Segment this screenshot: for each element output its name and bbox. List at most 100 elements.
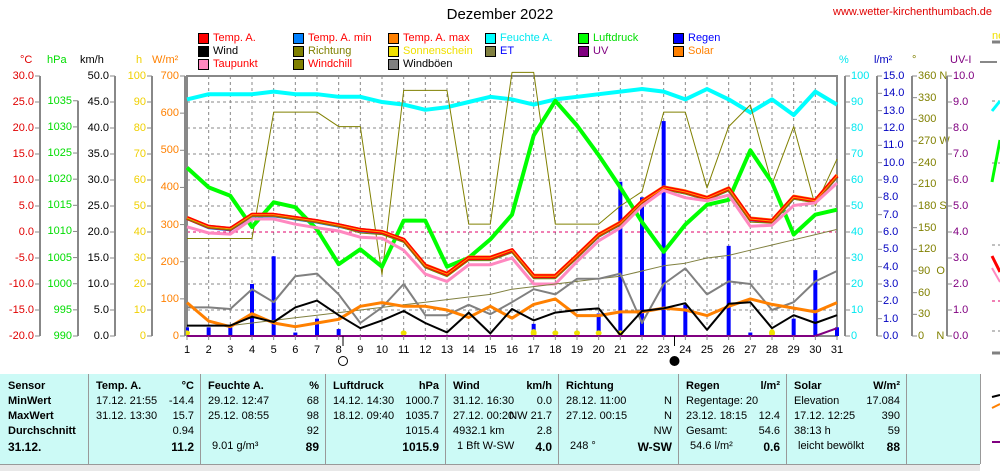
cell-label: 14.12. 14:30 xyxy=(333,395,395,407)
axis-tick-label-solar: 200 xyxy=(160,255,179,268)
legend-item: Windböen xyxy=(388,58,453,70)
axis-tick-label-uv: 8.0 xyxy=(953,122,969,134)
axis-tick-label-uv: 0.0 xyxy=(953,330,969,342)
cell-value: 4.0 xyxy=(535,440,552,454)
axis-tick-label-temp: 30.0 xyxy=(12,70,34,82)
series-line-temp xyxy=(186,175,838,277)
cell-value: 68 xyxy=(306,395,319,407)
cell-label: 54.6 l/m² xyxy=(690,440,733,452)
cell-label: 17.12. 21:55 xyxy=(96,395,158,407)
axis-tick-label-dir: 180 S xyxy=(918,200,947,212)
axis-tick-label-wind: 40.0 xyxy=(87,122,109,134)
series-line-wind xyxy=(187,299,838,336)
cell-value: 89 xyxy=(305,440,319,454)
legend-swatch xyxy=(198,32,209,44)
rain-bar xyxy=(596,313,601,336)
rain-bar xyxy=(336,329,341,336)
axis-unit-solar: W/m² xyxy=(152,54,179,66)
rain-bar xyxy=(228,327,233,336)
axis-unit-wind: km/h xyxy=(80,54,104,66)
axis-tick-label-uv: 9.0 xyxy=(953,96,969,108)
axis-tick-label-wind: 45.0 xyxy=(87,96,109,108)
rain-bar xyxy=(640,197,644,336)
cell-label: 9.01 g/m³ xyxy=(212,440,259,452)
legend-label: Windchill xyxy=(308,58,353,70)
axis-tick-label-hum: 50 xyxy=(851,200,864,212)
axis-tick-label-hum: 90 xyxy=(851,96,864,108)
rain-bar xyxy=(791,318,796,336)
axis-tick-label-dir: 240 xyxy=(918,156,937,169)
axis-tick-label-rain: 14.0 xyxy=(883,87,905,100)
series-line-richtung xyxy=(187,71,838,276)
section-title: Solar xyxy=(794,380,822,392)
table-footer-bar xyxy=(0,464,980,471)
axis-tick-label-uv: 5.0 xyxy=(953,200,969,212)
legend-item: ET xyxy=(485,45,514,57)
axis-tick-label-sun: 40 xyxy=(133,226,146,238)
legend-swatch xyxy=(388,32,399,44)
x-tick-label: 22 xyxy=(636,344,648,356)
series-line-et xyxy=(187,228,838,327)
axis-tick-label-rain: 4.0 xyxy=(883,260,899,273)
series-line-taupunkt xyxy=(186,181,839,286)
legend-swatch xyxy=(578,45,589,57)
axis-tick-label-solar: 500 xyxy=(160,144,179,157)
row-label-max: MaxWert xyxy=(8,410,54,422)
axis-tick-label-press: 1030 xyxy=(47,120,72,133)
row-label-min: MinWert xyxy=(8,395,52,407)
axis-tick-label-solar: 400 xyxy=(160,181,179,194)
axis-tick-label-rain: 0.0 xyxy=(883,330,899,342)
axis-tick-label-solar: 0 xyxy=(172,330,179,342)
section-title: Richtung xyxy=(566,380,614,392)
axis-tick-label-press: 1005 xyxy=(47,251,72,264)
legend-item: UV xyxy=(578,45,608,57)
axis-unit-rain: l/m² xyxy=(874,54,893,66)
axis-unit-press: hPa xyxy=(47,54,67,66)
cell-label: 23.12. 18:15 xyxy=(686,410,748,422)
section-unit: l/m² xyxy=(760,380,780,392)
sunshine-bar xyxy=(400,330,407,336)
cell-value: 98 xyxy=(306,410,319,422)
x-tick-label: 21 xyxy=(614,344,626,356)
x-tick-label: 3 xyxy=(227,344,233,356)
cell-value: 1000.7 xyxy=(405,395,439,407)
axis-tick-label-solar: 100 xyxy=(160,292,179,305)
x-tick-label: 24 xyxy=(679,344,691,356)
axis-tick-label-uv: 10.0 xyxy=(953,70,975,82)
axis-tick-label-sun: 0 xyxy=(139,330,146,342)
full-moon-icon xyxy=(338,356,348,366)
axis-tick-label-dir: 150 xyxy=(918,221,937,234)
axis-tick-label-uv: 3.0 xyxy=(953,252,969,264)
axis-tick-label-dir: 270 W xyxy=(918,135,950,147)
axis-tick-label-uv: 2.0 xyxy=(953,278,969,290)
rain-bar xyxy=(661,121,666,336)
cell-value: N xyxy=(664,410,672,422)
cell-value: 88 xyxy=(886,440,900,454)
summary-table: Sensor MinWert MaxWert Durchschnitt 31.1… xyxy=(0,374,981,464)
x-tick-label: 6 xyxy=(292,344,298,356)
axis-tick-label-wind: 35.0 xyxy=(87,148,109,160)
axis-tick-label-dir: 360 N xyxy=(918,70,948,82)
cell-value: -14.4 xyxy=(168,395,194,407)
x-tick-label: 18 xyxy=(549,344,561,356)
website-link[interactable]: www.wetter-kirchenthumbach.de xyxy=(833,6,992,18)
axis-tick-label-hum: 30 xyxy=(851,252,864,264)
legend-label: Regen xyxy=(688,32,721,44)
section-unit: hPa xyxy=(418,380,439,392)
chart-title: Dezember 2022 xyxy=(446,6,554,23)
legend-swatch xyxy=(485,45,496,57)
rain-bar xyxy=(315,318,319,336)
axis-tick-label-hum: 10 xyxy=(851,304,864,316)
x-tick-label: 8 xyxy=(336,344,342,356)
rain-bar xyxy=(726,245,731,336)
legend-swatch xyxy=(673,45,684,57)
cell-label: 17.12. 12:25 xyxy=(794,410,856,422)
cell-value: 0.6 xyxy=(763,440,780,454)
section-title: Feuchte A. xyxy=(208,380,264,392)
rain-bar xyxy=(683,304,688,336)
axis-tick-label-press: 1020 xyxy=(47,173,72,186)
rain-bar xyxy=(835,327,839,336)
axis-tick-label-rain: 1.0 xyxy=(883,312,899,325)
axis-tick-label-press: 990 xyxy=(53,330,72,342)
axis-tick-label-rain: 3.0 xyxy=(883,278,899,290)
